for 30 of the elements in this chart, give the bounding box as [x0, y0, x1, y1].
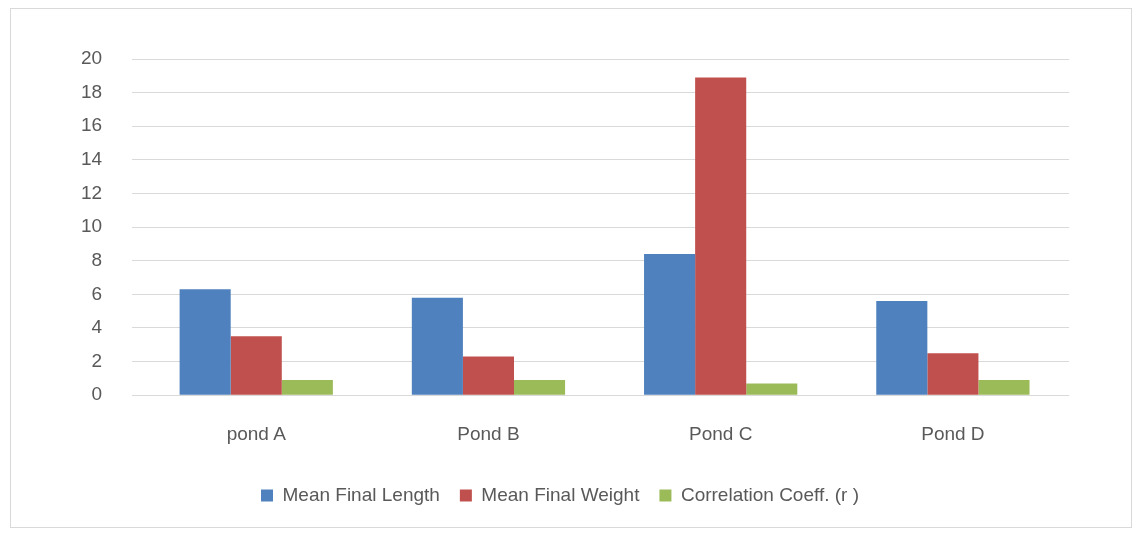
bar [179, 289, 231, 395]
bar [876, 301, 928, 395]
y-tick-label: 14 [80, 148, 103, 170]
y-tick-label: 18 [80, 80, 103, 102]
bar [644, 254, 696, 395]
legend-label: Correlation Coeff. (r ) [680, 483, 860, 505]
x-tick-label: Pond D [921, 422, 985, 444]
y-tick-label: 0 [91, 383, 103, 405]
y-tick-label: 8 [91, 248, 103, 270]
x-tick-label: Pond C [688, 422, 753, 444]
y-tick-label: 16 [80, 114, 103, 136]
y-tick-label: 4 [91, 316, 103, 338]
y-tick-label: 12 [80, 181, 103, 203]
bar [462, 356, 514, 395]
bar [230, 336, 282, 395]
bar [978, 380, 1030, 395]
y-tick-label: 10 [80, 215, 103, 237]
bar [746, 383, 798, 395]
bar [514, 380, 566, 395]
bar [281, 380, 333, 395]
legend-label: Mean Final Weight [481, 483, 641, 505]
y-tick-label: 20 [80, 47, 103, 69]
legend-label: Mean Final Length [282, 483, 440, 505]
x-tick-label: pond A [226, 422, 287, 444]
y-tick-label: 2 [91, 349, 103, 371]
x-tick-label: Pond B [457, 422, 520, 444]
bar [411, 297, 463, 395]
y-tick-label: 6 [91, 282, 103, 304]
bar [695, 77, 747, 395]
bar [927, 353, 979, 395]
